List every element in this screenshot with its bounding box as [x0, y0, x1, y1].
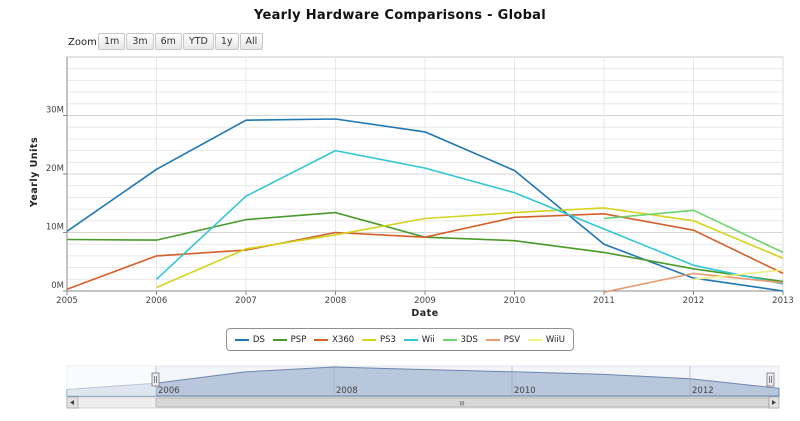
legend-label: X360: [332, 334, 355, 345]
x-tick-label: 2007: [235, 296, 257, 306]
scrollbar-grip: III: [459, 401, 465, 408]
x-tick-label: 2006: [146, 296, 168, 306]
legend-swatch: [527, 338, 542, 341]
y-axis-title: Yearly Units: [29, 137, 40, 208]
chart-series: [66, 118, 784, 293]
legend-label: WiiU: [545, 334, 566, 345]
series-line-psv[interactable]: [603, 272, 784, 293]
navigator-tick-label: 2008: [336, 386, 358, 396]
scroll-left-arrow-icon: [70, 400, 74, 405]
y-tick-label: 20M: [46, 164, 64, 174]
chart-legend: DS PSP X360 PS3 Wii 3DS PSV WiiU: [226, 328, 574, 351]
series-line-x360[interactable]: [66, 213, 784, 290]
scrollbar[interactable]: III: [66, 396, 780, 409]
legend-item-ds[interactable]: DS: [234, 334, 265, 345]
chart-grid: [66, 56, 784, 292]
x-tick-label: 2012: [683, 296, 705, 306]
x-tick-label: 2009: [414, 296, 436, 306]
legend-item-x360[interactable]: X360: [314, 335, 354, 345]
navigator-tick-label: 2012: [692, 386, 714, 396]
zoom-button-group: 1m 3m 6m YTD 1y All: [98, 33, 264, 50]
legend-item-wii[interactable]: Wii: [403, 334, 435, 345]
legend-swatch: [485, 338, 500, 341]
x-tick-label: 2010: [504, 296, 526, 306]
zoom-1m-button[interactable]: 1m: [98, 33, 126, 50]
legend-label: Wii: [421, 334, 435, 345]
zoom-ytd-button[interactable]: YTD: [182, 33, 214, 50]
zoom-3m-button[interactable]: 3m: [126, 33, 154, 50]
series-line-ps3[interactable]: [156, 207, 784, 289]
legend-label: PS3: [380, 334, 396, 345]
x-tick-label: 2013: [772, 296, 794, 306]
legend-swatch: [234, 338, 249, 341]
navigator-right-handle[interactable]: [766, 372, 775, 387]
zoom-label: Zoom: [68, 37, 97, 48]
legend-swatch: [314, 338, 329, 341]
y-tick-label: 10M: [46, 223, 64, 233]
legend-swatch: [272, 338, 287, 341]
legend-item-ps3[interactable]: PS3: [362, 335, 396, 345]
x-tick-label: 2011: [593, 296, 615, 306]
legend-label: PSP: [290, 334, 307, 345]
navigator-tick-label: 2010: [514, 386, 536, 396]
legend-swatch: [362, 338, 376, 341]
zoom-all-button[interactable]: All: [239, 33, 264, 50]
chart-title: Yearly Hardware Comparisons - Global: [253, 8, 547, 23]
x-axis-title: Date: [411, 308, 438, 319]
x-tick-label: 2005: [56, 296, 78, 306]
legend-item-psv[interactable]: PSV: [485, 334, 521, 345]
series-line-3ds[interactable]: [603, 209, 784, 254]
navigator-mask-left: [67, 366, 156, 396]
legend-swatch: [403, 338, 418, 341]
navigator[interactable]: 2006 2008 2010 2012: [66, 365, 780, 397]
legend-swatch: [442, 338, 457, 341]
legend-label: 3DS: [460, 334, 478, 345]
scroll-right-arrow-icon: [772, 400, 776, 405]
zoom-6m-button[interactable]: 6m: [154, 33, 182, 50]
legend-label: DS: [252, 334, 265, 345]
series-line-wiiu[interactable]: [693, 269, 784, 281]
legend-item-3ds[interactable]: 3DS: [442, 334, 478, 345]
legend-label: PSV: [503, 334, 521, 345]
chart-axes: 0M 10M 20M 30M 2005 2006 2007 2008 2009 2010 2011 2…: [46, 57, 794, 306]
legend-item-psp[interactable]: PSP: [272, 334, 307, 345]
x-tick-label: 2008: [325, 296, 347, 306]
y-tick-label: 0M: [51, 281, 64, 291]
series-line-ds[interactable]: [66, 118, 784, 292]
series-line-wii[interactable]: [155, 149, 784, 285]
legend-item-wiiu[interactable]: WiiU: [527, 334, 566, 345]
navigator-left-handle[interactable]: [151, 372, 160, 387]
y-tick-label: 30M: [46, 106, 64, 116]
navigator-tick-label: 2006: [158, 386, 180, 396]
zoom-1y-button[interactable]: 1y: [214, 33, 239, 50]
